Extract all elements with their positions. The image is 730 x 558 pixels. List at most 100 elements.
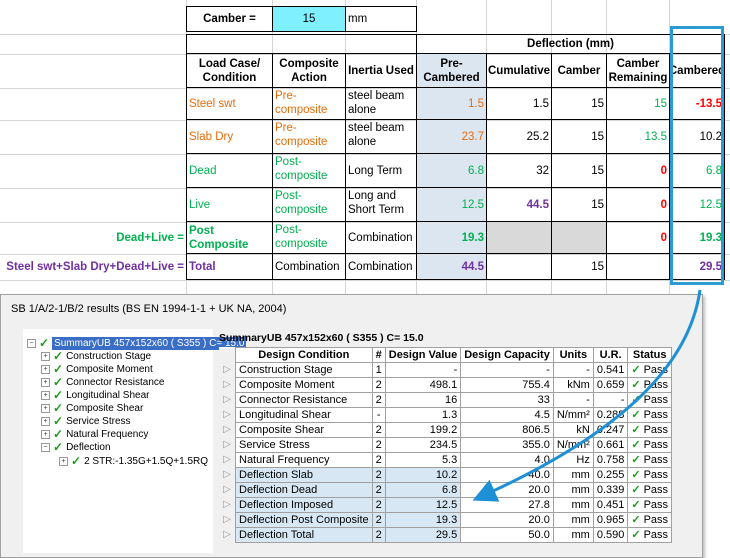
design-cell-units: mm <box>552 512 594 528</box>
check-icon: ✓ <box>39 336 50 350</box>
row-arrow-icon[interactable]: ▷ <box>219 422 236 438</box>
row-arrow-icon[interactable]: ▷ <box>219 482 236 498</box>
design-cell-ur: 0.661 <box>592 437 629 453</box>
row-case: Total <box>186 254 273 280</box>
design-cell-n: 2 <box>371 512 386 528</box>
row-arrow-icon[interactable]: ▷ <box>219 452 236 468</box>
design-cell-ur: 0.659 <box>592 377 629 393</box>
design-table-row[interactable]: ▷ Deflection Slab 2 10.2 40.0 mm 0.255 ✓ Pass <box>219 467 673 483</box>
row-cambered: 29.5 <box>670 254 725 280</box>
status-label: Pass <box>643 409 669 421</box>
row-case: Dead <box>186 154 273 188</box>
check-icon: ✓ <box>53 440 64 454</box>
panel-scrollbar[interactable] <box>686 329 700 553</box>
pass-check-icon: ✓ <box>631 364 641 376</box>
row-arrow-icon[interactable]: ▷ <box>219 362 236 378</box>
design-table-row[interactable]: ▷ Deflection Imposed 2 12.5 27.8 mm 0.451 ✓ Pass <box>219 497 673 513</box>
row-camber: 15 <box>552 120 607 154</box>
design-cell-cond: Longitudinal Shear <box>235 407 373 423</box>
row-cumulative-empty <box>487 254 552 280</box>
tree-item-natural-frequency[interactable]: + ✓ Natural Frequency <box>41 428 148 441</box>
row-arrow-icon[interactable]: ▷ <box>219 467 236 483</box>
tree-root[interactable]: − ✓ SummaryUB 457x152x60 ( S355 ) C= 15.… <box>27 336 247 350</box>
expand-icon[interactable]: + <box>41 352 50 361</box>
design-cell-status: ✓ Pass <box>627 527 673 543</box>
status-label: Pass <box>643 394 669 406</box>
camber-value-cell[interactable]: 15 <box>273 6 346 32</box>
design-cell-cond: Deflection Imposed <box>235 497 373 513</box>
row-case: Slab Dry <box>186 120 273 154</box>
collapse-icon[interactable]: − <box>41 443 50 452</box>
gridline <box>0 88 730 89</box>
tree-item-composite-shear[interactable]: + ✓ Composite Shear <box>41 402 143 415</box>
row-action: Pre-composite <box>273 120 346 154</box>
tree-item-deflection[interactable]: − ✓ Deflection <box>41 441 111 454</box>
row-camber: 15 <box>552 188 607 222</box>
design-cell-val: 199.2 <box>384 422 462 438</box>
row-cambered: 10.2 <box>670 120 725 154</box>
design-table-row[interactable]: ▷ Deflection Post Composite 2 19.3 20.0 mm 0.9… <box>219 512 673 528</box>
design-cell-val: 12.5 <box>384 497 462 513</box>
check-icon: ✓ <box>53 401 64 415</box>
design-cell-cond: Deflection Dead <box>235 482 373 498</box>
design-table-row[interactable]: ▷ Deflection Dead 2 6.8 20.0 mm 0.339 ✓ Pass <box>219 482 673 498</box>
design-cell-units: N/mm² <box>552 407 594 423</box>
design-cell-val: 498.1 <box>384 377 462 393</box>
row-arrow-icon[interactable]: ▷ <box>219 512 236 528</box>
design-cell-ur: 0.255 <box>592 467 629 483</box>
row-camber-remaining: 0 <box>607 222 670 254</box>
header-arrow-spacer <box>219 347 236 363</box>
expand-icon[interactable]: + <box>41 417 50 426</box>
gridline <box>0 254 730 255</box>
design-table-row[interactable]: ▷ Longitudinal Shear -1.3 4.5 N/mm² 0.288 ✓ Pas… <box>219 407 673 423</box>
status-label: Pass <box>643 529 669 541</box>
expand-icon[interactable]: + <box>41 430 50 439</box>
design-table-row[interactable]: ▷ Composite Moment 2 498.1 755.4 kNm 0.659 ✓ Pas… <box>219 377 673 393</box>
tree-subitem-load-combination[interactable]: + ✓ 2 STR:-1.35G+1.5Q+1.5RQ <box>59 455 208 468</box>
tree-item-service-stress[interactable]: + ✓ Service Stress <box>41 415 131 428</box>
row-arrow-icon[interactable]: ▷ <box>219 392 236 408</box>
expand-icon[interactable]: + <box>41 404 50 413</box>
design-table-row[interactable]: ▷ Connector Resistance 2 16 33- - ✓ Pass <box>219 392 673 408</box>
tree-subitem-label: 2 STR:-1.35G+1.5Q+1.5RQ <box>84 456 209 467</box>
expand-icon[interactable]: + <box>41 391 50 400</box>
pass-check-icon: ✓ <box>631 529 641 541</box>
design-table-row[interactable]: ▷ Deflection Total 2 29.5 50.0 mm 0.590 ✓ Pass <box>219 527 673 543</box>
row-cumulative: 1.5 <box>487 88 552 120</box>
row-arrow-icon[interactable]: ▷ <box>219 407 236 423</box>
row-pre-cambered: 12.5 <box>417 188 487 222</box>
tree-item-composite-moment[interactable]: + ✓ Composite Moment <box>41 363 153 376</box>
row-camber: 15 <box>552 154 607 188</box>
row-arrow-icon[interactable]: ▷ <box>219 437 236 453</box>
row-arrow-icon[interactable]: ▷ <box>219 377 236 393</box>
col-header-composite-action: Composite Action <box>273 54 346 88</box>
row-label-dead-live: Dead+Live = <box>116 232 184 244</box>
tree-item-label: Longitudinal Shear <box>66 390 150 401</box>
row-inertia: Long and Short Term <box>346 188 417 222</box>
design-cell-n: 2 <box>371 437 386 453</box>
tree-item-connector-resistance[interactable]: + ✓ Connector Resistance <box>41 376 164 389</box>
design-col-header: Design Capacity <box>460 347 554 363</box>
design-table-row[interactable]: ▷ Service Stress 2 234.5 355.0 N/mm² 0.661 ✓ Pas… <box>219 437 673 453</box>
design-cell-n: - <box>371 407 386 423</box>
design-cell-ur: 0.758 <box>592 452 629 468</box>
tree-item-longitudinal-shear[interactable]: + ✓ Longitudinal Shear <box>41 389 149 402</box>
design-table-row[interactable]: ▷ Natural Frequency 2 5.3 4.0 Hz 0.758 ✓ Pass <box>219 452 673 468</box>
tree-item-label: Service Stress <box>66 416 131 427</box>
expand-icon[interactable]: + <box>59 457 68 466</box>
design-table-row[interactable]: ▷ Composite Shear 2 199.2 806.5 kN 0.247 ✓ Pass <box>219 422 673 438</box>
row-arrow-icon[interactable]: ▷ <box>219 527 236 543</box>
status-label: Pass <box>643 364 669 376</box>
detail-title: SummaryUB 457x152x60 ( S355 ) C= 15.0 <box>219 332 424 344</box>
pass-check-icon: ✓ <box>631 409 641 421</box>
collapse-icon[interactable]: − <box>27 339 36 348</box>
results-tree: − ✓ SummaryUB 457x152x60 ( S355 ) C= 15.… <box>23 329 247 553</box>
check-icon: ✓ <box>53 414 64 428</box>
expand-icon[interactable]: + <box>41 365 50 374</box>
design-table-row[interactable]: ▷ Construction Stage 1- - -0.541 ✓ Pass <box>219 362 673 378</box>
design-cell-val: 10.2 <box>384 467 462 483</box>
row-arrow-icon[interactable]: ▷ <box>219 497 236 513</box>
design-cell-cap: 355.0 <box>460 437 554 453</box>
expand-icon[interactable]: + <box>41 378 50 387</box>
tree-item-construction-stage[interactable]: + ✓ Construction Stage <box>41 350 151 363</box>
